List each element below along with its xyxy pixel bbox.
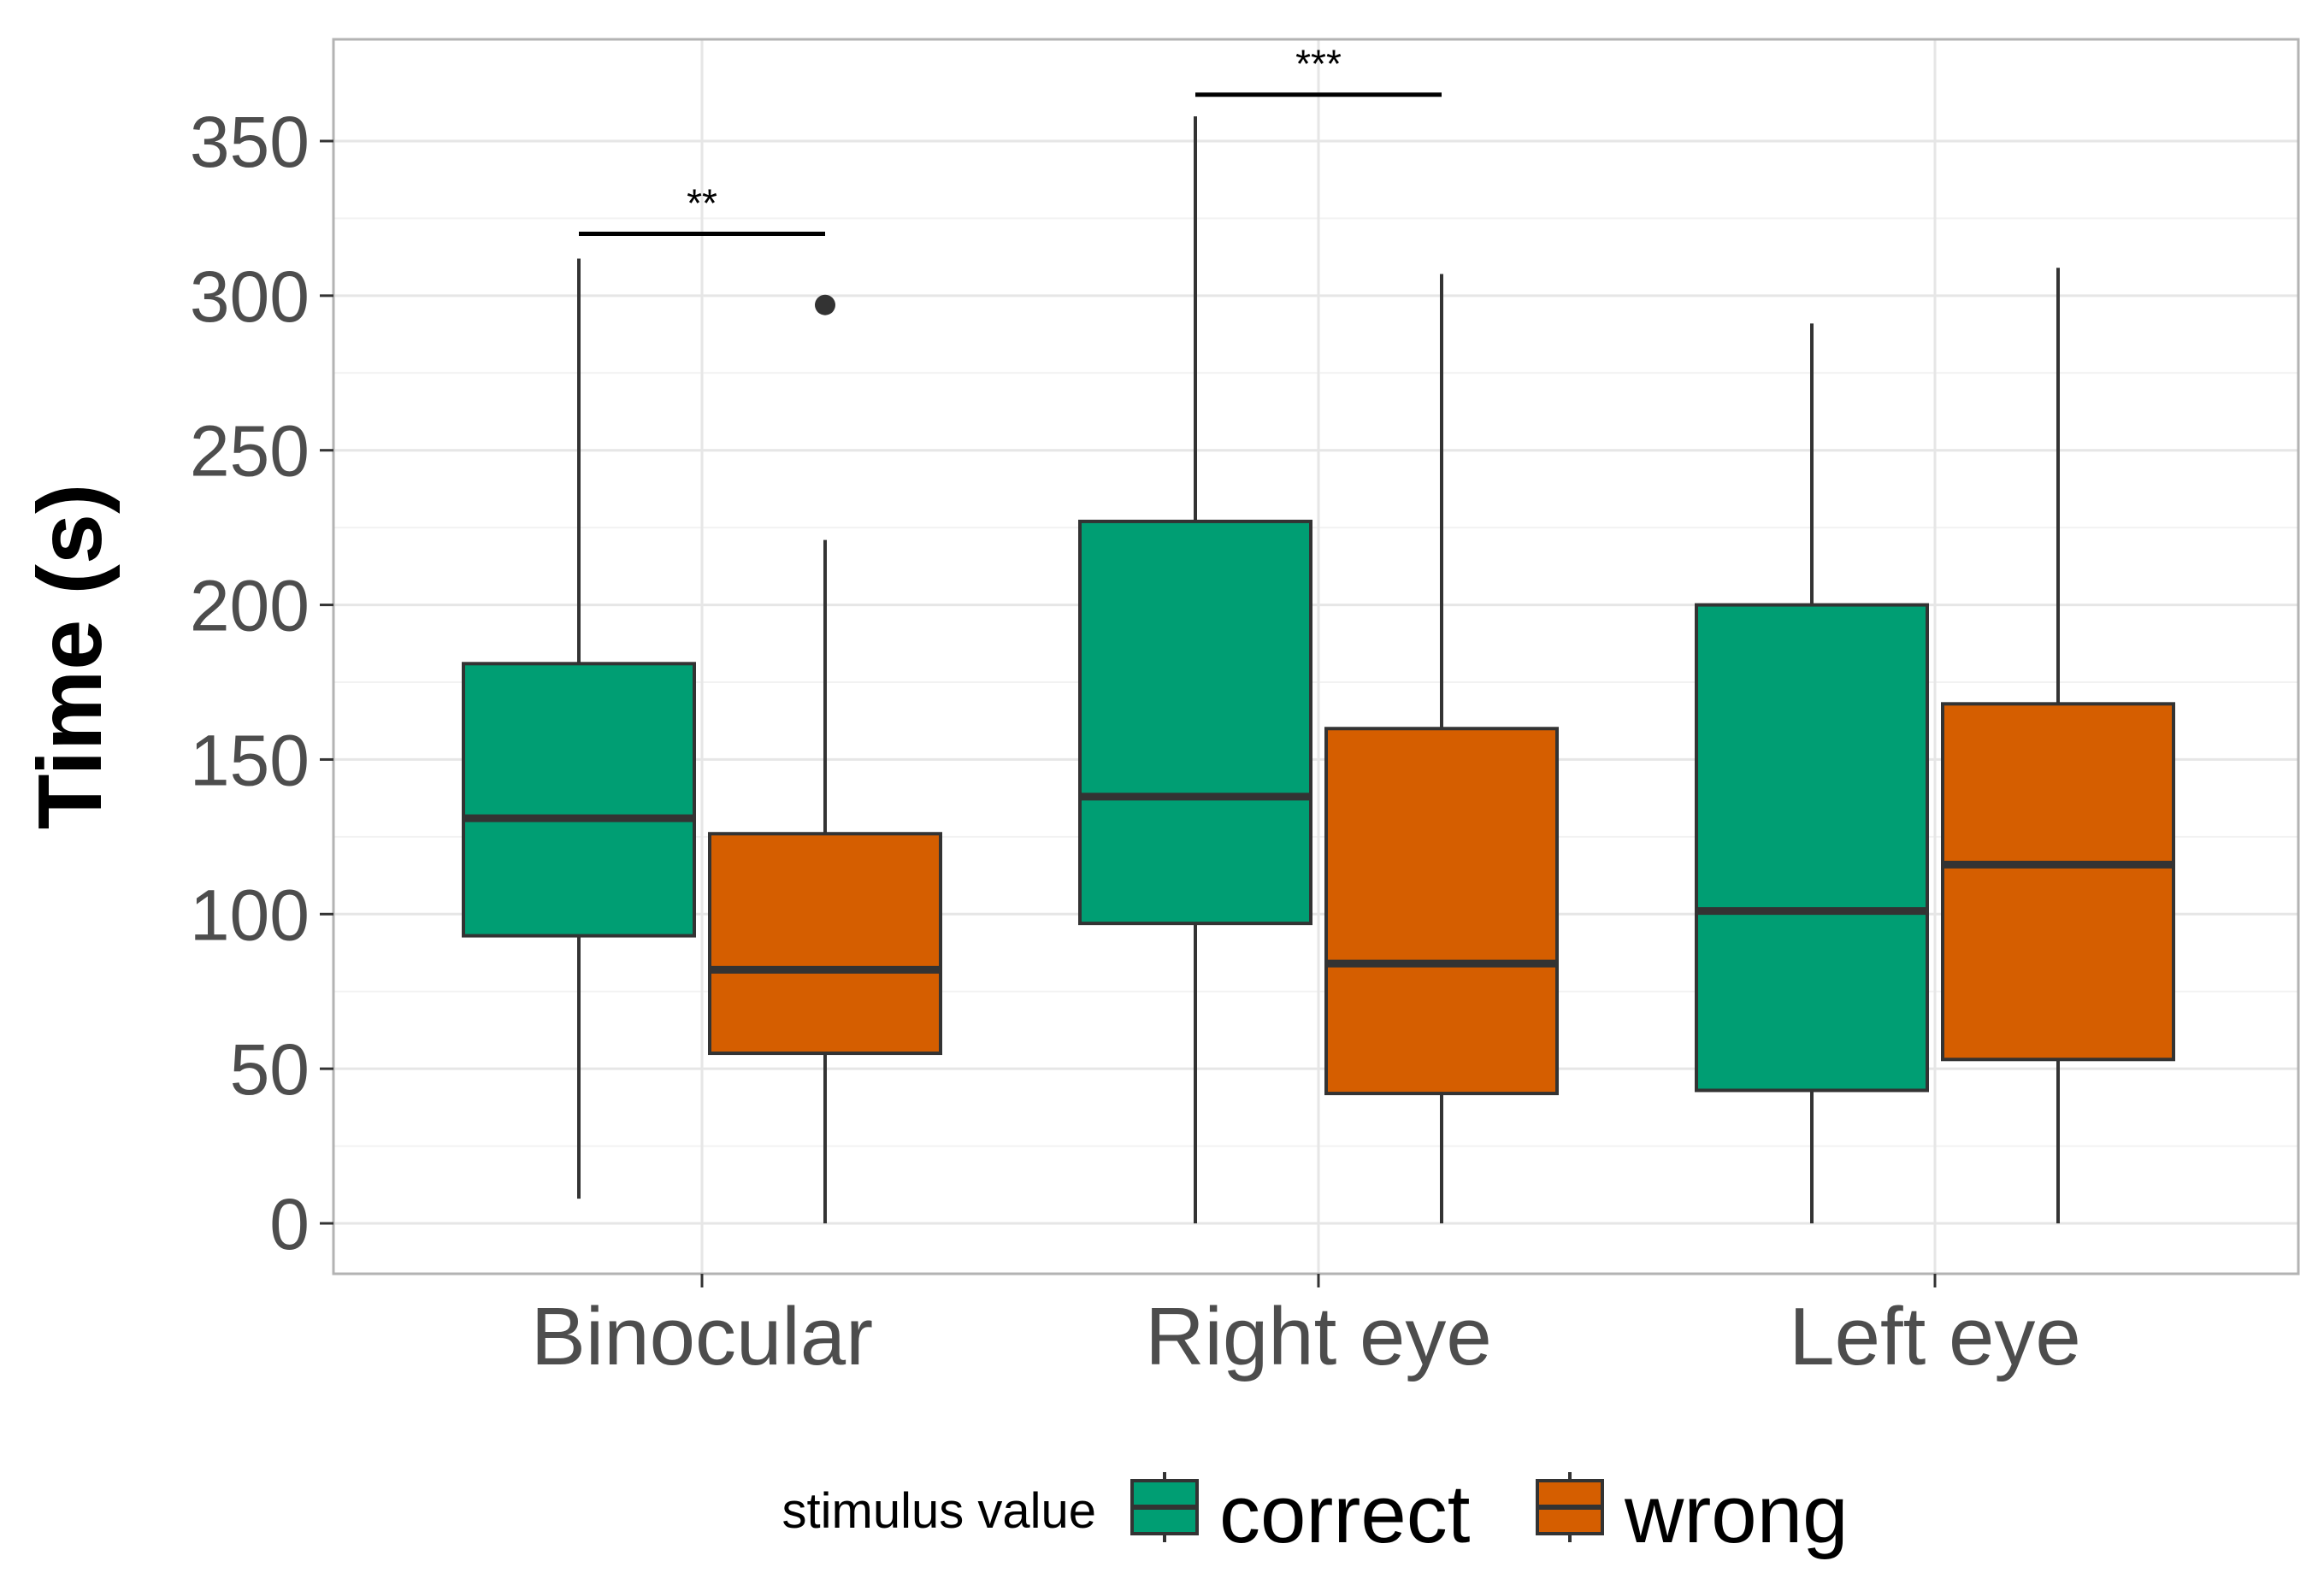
box-wrong xyxy=(708,832,942,1056)
x-tick-label: Right eye xyxy=(1145,1291,1492,1382)
box-correct xyxy=(462,662,696,938)
outlier-point xyxy=(815,294,835,315)
box-correct xyxy=(1078,519,1312,926)
x-ticks xyxy=(700,1274,1937,1287)
significance-annotations: ***** xyxy=(579,42,1442,237)
box-wrong xyxy=(1324,727,1559,1096)
y-tick-label: 250 xyxy=(190,411,310,492)
legend-keys: correct wrong xyxy=(1130,1469,1848,1560)
y-tick-label: 150 xyxy=(190,720,310,800)
legend: stimulus value correct wrong xyxy=(782,1469,1849,1560)
y-tick-label: 100 xyxy=(190,875,310,955)
significance-label: *** xyxy=(1295,42,1342,86)
x-tick-label: Binocular xyxy=(531,1291,873,1382)
y-tick-label: 300 xyxy=(190,256,310,337)
boxes xyxy=(462,116,2175,1223)
y-axis-title: Time (s) xyxy=(20,484,121,830)
y-tick-label: 50 xyxy=(230,1029,310,1110)
box-correct xyxy=(1695,603,1929,1093)
significance-label: ** xyxy=(687,181,717,226)
x-tick-label: Left eye xyxy=(1789,1291,2081,1382)
y-tick-label: 350 xyxy=(190,102,310,182)
y-tick-label: 0 xyxy=(269,1184,310,1264)
x-tick-labels: Binocular Right eye Left eye xyxy=(531,1291,2081,1382)
y-tick-label: 200 xyxy=(190,566,310,646)
legend-label-correct: correct xyxy=(1219,1469,1470,1560)
legend-title: stimulus value xyxy=(782,1483,1096,1539)
y-tick-labels: 0 50 100 150 200 250 300 350 xyxy=(190,102,333,1264)
legend-label-wrong: wrong xyxy=(1624,1469,1848,1560)
box-wrong xyxy=(1941,702,2175,1062)
panel-border xyxy=(332,38,2300,1275)
